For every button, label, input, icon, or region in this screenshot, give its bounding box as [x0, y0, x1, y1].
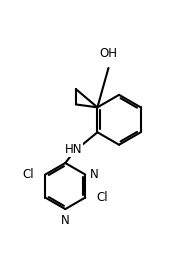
Text: N: N	[90, 168, 99, 181]
Text: N: N	[61, 214, 70, 227]
Text: Cl: Cl	[96, 191, 108, 204]
Text: OH: OH	[99, 47, 118, 60]
Text: HN: HN	[65, 143, 83, 156]
Text: Cl: Cl	[23, 168, 34, 181]
